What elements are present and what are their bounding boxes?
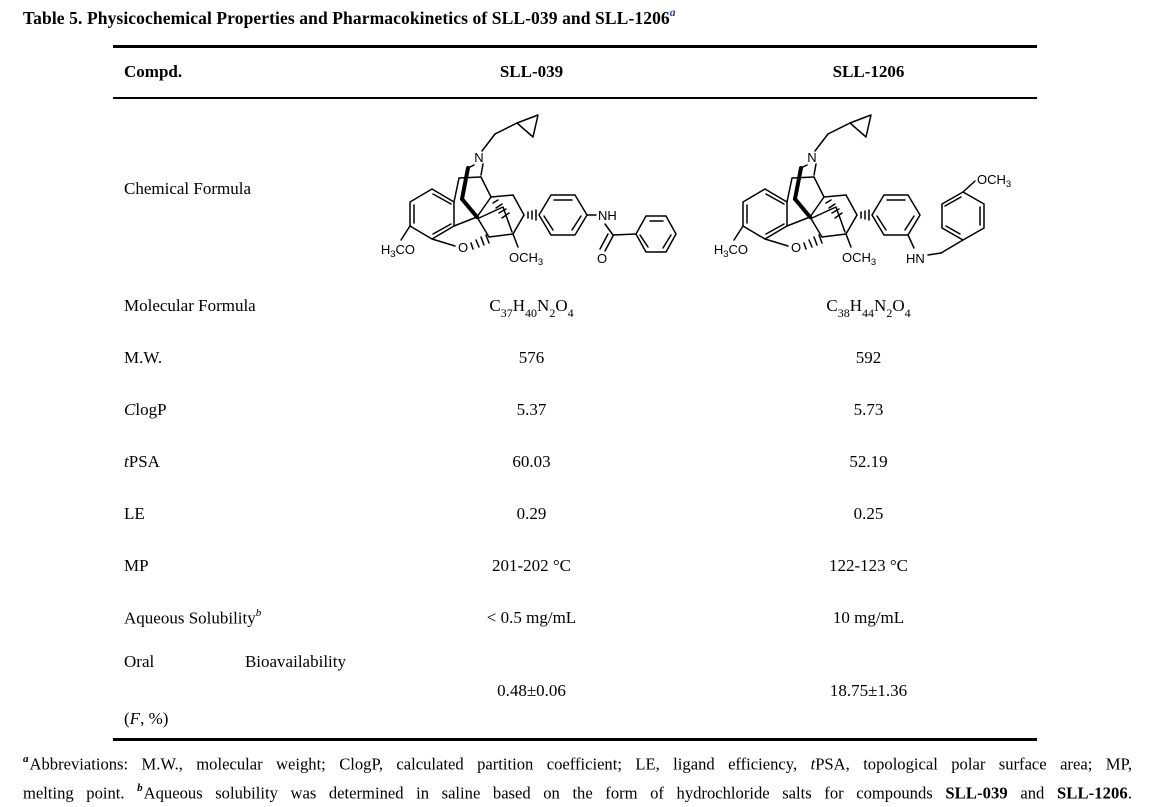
value-tpsa-sll039: 60.03 (512, 451, 551, 471)
table-title: Table 5. Physicochemical Properties and … (23, 7, 1123, 29)
row-molecular-formula: Molecular Formula C37H40N2O4 C38H44N2O4 (113, 280, 1037, 332)
row-label-le: LE (124, 503, 145, 523)
oral-bioavailability-line1: Oral Bioavailability (124, 652, 346, 671)
value-aqueous-solubility-sll039: < 0.5 mg/mL (486, 607, 577, 627)
row-label-mp: MP (124, 555, 149, 575)
properties-table: Compd. SLL-039 SLL-1206 Chemical Formula (113, 45, 1037, 741)
atom-label-n: N (474, 150, 483, 165)
value-clogp-sll1206: 5.73 (853, 399, 884, 419)
value-oral-bioavailability-sll1206: 18.75±1.36 (829, 680, 908, 700)
atom-label-h3co: H3CO (714, 242, 748, 260)
atom-label-h3co: H3CO (380, 242, 414, 260)
value-tpsa-sll1206: 52.19 (849, 451, 888, 471)
row-mw: M.W. 576 592 (113, 332, 1037, 384)
value-oral-bioavailability-sll039: 0.48±0.06 (497, 680, 566, 700)
row-label-mw: M.W. (124, 347, 163, 367)
atom-label-och3: OCH3 (509, 250, 543, 268)
table-title-footnote-marker: a (669, 7, 676, 20)
value-mw-sll1206: 592 (855, 347, 882, 367)
compound-name-sll1206: SLL-1206 (1056, 783, 1128, 803)
value-le-sll039: 0.29 (516, 503, 547, 523)
row-label-clogp: ClogP (124, 399, 167, 419)
row-label-chemical-formula: Chemical Formula (124, 179, 252, 199)
oral-bioavailability-line2: (F, %) (124, 709, 169, 729)
cell-structure-sll039: N H3CO O OCH3 NH O (363, 104, 700, 276)
row-oral-bioavailability: Oral Bioavailability (F, %) 0.48±0.06 18.… (113, 644, 1037, 738)
row-label-aqueous-solubility: Aqueous Solubilityb (124, 606, 262, 628)
chemical-structure-sll039-image: N H3CO O OCH3 NH O (380, 113, 677, 268)
value-mp-sll039: 201-202 °C (491, 555, 572, 575)
value-mp-sll1206: 122-123 °C (828, 555, 909, 575)
footnote-line-1: aAbbreviations: M.W., molecular weight; … (23, 753, 1132, 774)
header-compd: Compd. (124, 62, 183, 82)
atom-label-och3: OCH3 (842, 250, 876, 268)
footnote-marker-a: a (23, 753, 29, 765)
atom-label-nh: NH (598, 208, 617, 223)
header-divider-rule (113, 97, 1037, 99)
header-sll039: SLL-039 (499, 62, 564, 82)
value-clogp-sll039: 5.37 (516, 399, 547, 419)
row-tpsa: tPSA 60.03 52.19 (113, 436, 1037, 488)
atom-label-furan-o: O (791, 240, 801, 255)
atom-label-n: N (807, 150, 816, 165)
row-aqueous-solubility: Aqueous Solubilityb < 0.5 mg/mL 10 mg/mL (113, 592, 1037, 644)
value-molecular-formula-sll039: C37H40N2O4 (489, 295, 574, 321)
table-bottom-rule (113, 738, 1037, 741)
row-chemical-formula: Chemical Formula (113, 99, 1037, 280)
footnote-marker-b: b (137, 782, 143, 795)
value-le-sll1206: 0.25 (853, 503, 884, 523)
compound-name-sll039: SLL-039 (945, 783, 1008, 803)
header-sll1206: SLL-1206 (832, 62, 905, 82)
atom-label-furan-o: O (457, 240, 467, 255)
cell-structure-sll1206: N H3CO O OCH3 HN OCH3 (700, 104, 1037, 276)
atom-label-hn: HN (906, 251, 925, 266)
atom-label-carbonyl-o: O (596, 251, 606, 266)
table-top-rule (113, 45, 1037, 48)
row-label-tpsa: tPSA (124, 451, 160, 471)
footnote: aAbbreviations: M.W., molecular weight; … (23, 748, 1132, 806)
footnote-marker-b-ref: b (255, 606, 262, 619)
row-mp: MP 201-202 °C 122-123 °C (113, 540, 1037, 592)
row-label-molecular-formula: Molecular Formula (124, 295, 256, 315)
value-molecular-formula-sll1206: C38H44N2O4 (826, 295, 911, 321)
atom-label-och3-top: OCH3 (977, 172, 1011, 190)
table-title-text: Table 5. Physicochemical Properties and … (23, 8, 670, 28)
table-header-row: Compd. SLL-039 SLL-1206 (113, 48, 1037, 97)
footnote-line-2: melting point. bAqueous solubility was d… (23, 782, 1132, 803)
value-aqueous-solubility-sll1206: 10 mg/mL (832, 607, 905, 627)
row-clogp: ClogP 5.37 5.73 (113, 384, 1037, 436)
row-label-oral-bioavailability: Oral Bioavailability (F, %) (113, 652, 363, 729)
chemical-structure-sll1206-image: N H3CO O OCH3 HN OCH3 (714, 113, 1011, 268)
row-le: LE 0.29 0.25 (113, 488, 1037, 540)
value-mw-sll039: 576 (518, 347, 545, 367)
